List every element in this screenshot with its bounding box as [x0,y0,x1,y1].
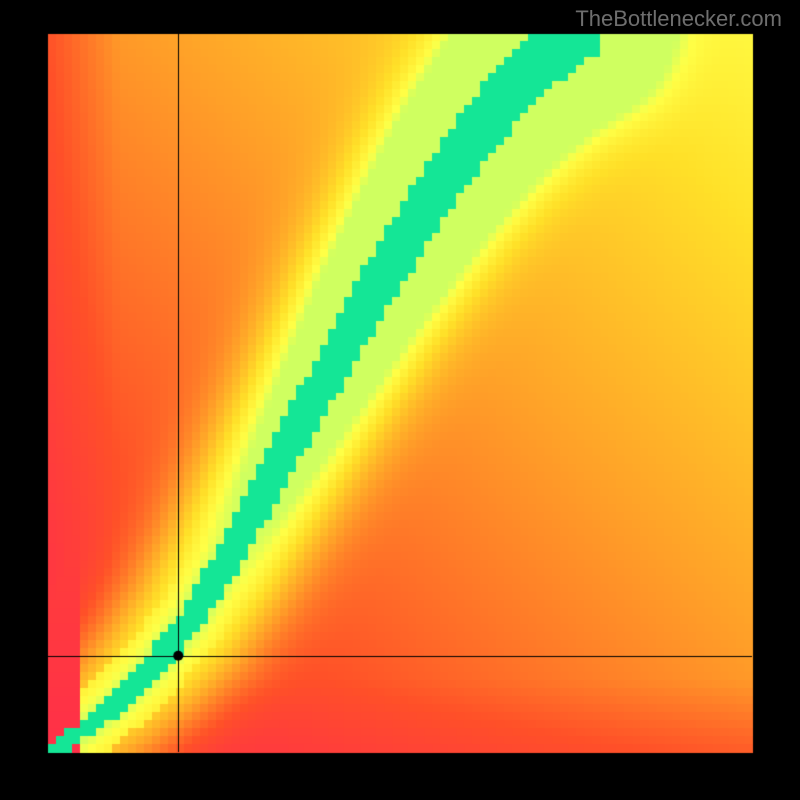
watermark-text: TheBottlenecker.com [575,6,782,32]
chart-container: TheBottlenecker.com [0,0,800,800]
bottleneck-heatmap [0,0,800,800]
